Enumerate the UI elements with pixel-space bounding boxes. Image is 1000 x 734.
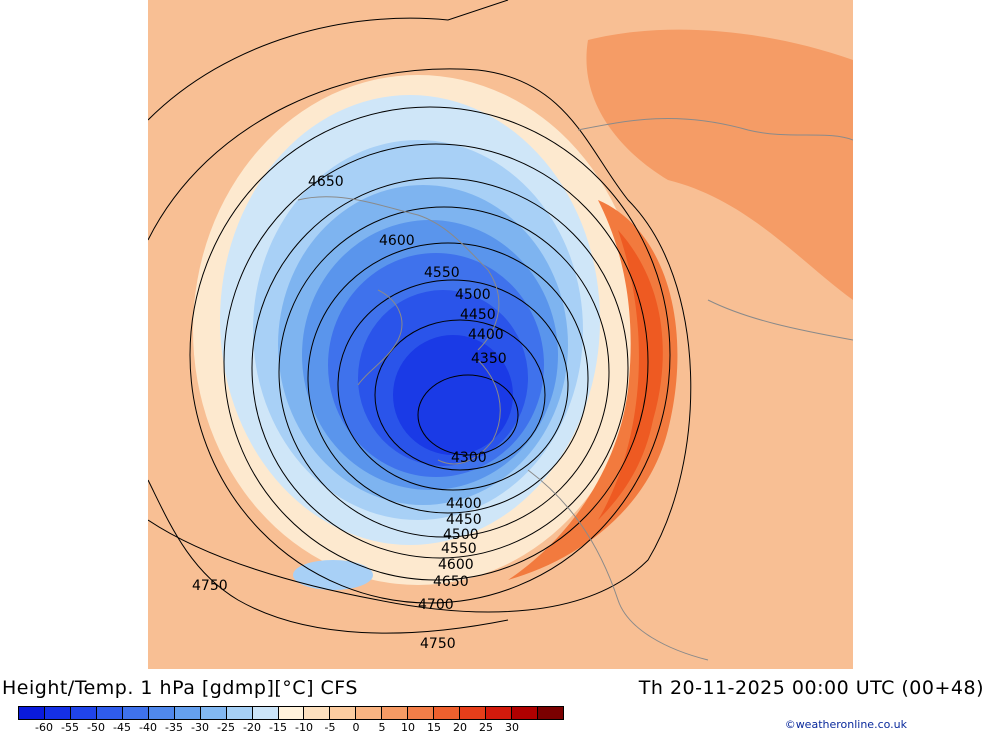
colorbar-swatch [434, 707, 461, 719]
colorbar-tick-label: -60 [35, 721, 53, 734]
colorbar-swatch [226, 707, 253, 719]
colorbar-swatch [278, 707, 305, 719]
colorbar-swatch [96, 707, 123, 719]
colorbar-swatch [460, 707, 487, 719]
contour-label-4400: 4400 [468, 327, 504, 343]
contour-label-4300: 4300 [451, 450, 487, 466]
contour-label-4450-south: 4450 [446, 512, 482, 528]
colorbar-tick-label: -50 [87, 721, 105, 734]
contour-label-4450: 4450 [460, 307, 496, 323]
warm-band-core [598, 230, 663, 520]
credit-link[interactable]: ©weatheronline.co.uk [784, 718, 907, 731]
colorbar-swatch [538, 707, 564, 719]
contour-label-4700: 4700 [418, 597, 454, 613]
contour-label-4600-south: 4600 [438, 557, 474, 573]
coastlines [297, 117, 853, 661]
map-title: Height/Temp. 1 hPa [gdmp][°C] CFS [2, 677, 358, 699]
contour-label-4500-south: 4500 [443, 527, 479, 543]
valid-time: Th 20-11-2025 00:00 UTC (00+48) [638, 677, 984, 699]
map-panel: 4300 4350 4400 4450 4500 4550 4600 4650 … [148, 0, 853, 669]
contour-label-4750-west: 4750 [192, 578, 228, 594]
warm-region-east [586, 29, 853, 300]
contour-label-4750: 4750 [420, 636, 456, 652]
colorbar-tick-label: -45 [113, 721, 131, 734]
colorbar-swatch [330, 707, 357, 719]
colorbar-tick-label: 30 [505, 721, 519, 734]
colorbar-tick-label: -10 [295, 721, 313, 734]
colorbar-swatch [19, 707, 45, 719]
colorbar-swatch [252, 707, 279, 719]
map-svg: 4300 4350 4400 4450 4500 4550 4600 4650 … [148, 0, 853, 669]
colorbar-swatch [122, 707, 149, 719]
contour-label-4650-south: 4650 [433, 574, 469, 590]
colorbar-swatch [44, 707, 71, 719]
colorbar-tick-label: 10 [401, 721, 415, 734]
contour-label-4350: 4350 [471, 351, 507, 367]
colorbar-tick-label: 15 [427, 721, 441, 734]
cold-patch [293, 560, 373, 590]
colorbar-tick-label: 0 [352, 721, 360, 734]
contour-label-4400-south: 4400 [446, 496, 482, 512]
colorbar-tick-label: -5 [324, 721, 336, 734]
colorbar-swatch [200, 707, 227, 719]
contour-label-4550: 4550 [424, 265, 460, 281]
colorbar-tick-label: -15 [269, 721, 287, 734]
colorbar-swatch [408, 707, 435, 719]
colorbar-swatch [70, 707, 97, 719]
colorbar-swatch [382, 707, 409, 719]
colorbar-swatch [486, 707, 513, 719]
contour-label-4500: 4500 [455, 287, 491, 303]
colorbar-tick-label: 20 [453, 721, 467, 734]
colorbar-tick-label: -35 [165, 721, 183, 734]
colorbar-tick-label: -30 [191, 721, 209, 734]
colorbar-swatch [512, 707, 539, 719]
contour-label-4550-south: 4550 [441, 541, 477, 557]
colorbar-swatch [174, 707, 201, 719]
colorbar-swatch [356, 707, 383, 719]
contour-lines [148, 0, 692, 634]
colorbar-swatch [148, 707, 175, 719]
colorbar-tick-label: -25 [217, 721, 235, 734]
colorbar-tick-label: 25 [479, 721, 493, 734]
contour-label-4600: 4600 [379, 233, 415, 249]
colorbar-tick-label: -40 [139, 721, 157, 734]
colorbar [18, 706, 564, 720]
colorbar-ticks: -60 -55 -50 -45 -40 -35 -30 -25 -20 -15 -10 -5 0 5 10 1… [18, 721, 564, 734]
colorbar-tick-label: -55 [61, 721, 79, 734]
colorbar-tick-label: -20 [243, 721, 261, 734]
contour-label-4650: 4650 [308, 174, 344, 190]
colorbar-swatch [304, 707, 331, 719]
colorbar-tick-label: 5 [378, 721, 386, 734]
